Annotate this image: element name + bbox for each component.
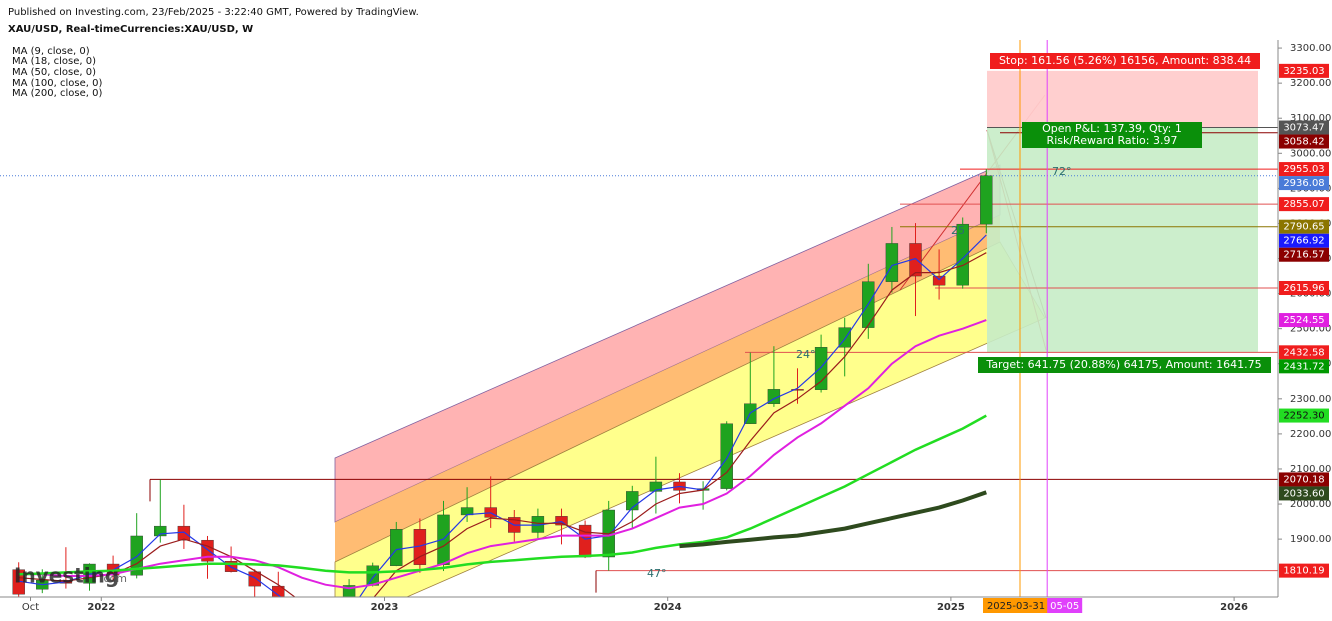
stop-box: [990, 53, 1260, 69]
price-label-box: [1279, 408, 1329, 423]
price-label-box: [1279, 280, 1329, 295]
stop-zone: [987, 70, 1258, 128]
ma-legend: MA (9, close, 0): [12, 46, 90, 57]
moving-average: [18, 319, 987, 590]
candle-body: [956, 223, 969, 286]
price-label-box: [1279, 197, 1329, 212]
watermark: Investing: [14, 564, 119, 588]
symbol-title: XAU/USD, Real-timeCurrencies:XAU/USD, W: [8, 24, 253, 35]
candle-body: [296, 605, 308, 617]
price-label-box: [1279, 162, 1329, 177]
price-label-box: [1279, 359, 1329, 374]
x-tick-label: 2025: [937, 602, 965, 613]
channel-middle: [335, 215, 1000, 562]
price-label: 1810.19: [1283, 566, 1324, 577]
angle-label: 25: [951, 224, 965, 237]
price-label-box: [1279, 486, 1329, 501]
price-label-box: [1279, 120, 1329, 135]
price-label: 2431.72: [1283, 361, 1324, 372]
date-marker-label: 05-05: [1050, 601, 1079, 612]
price-label: 2936.08: [1283, 178, 1324, 189]
candle-body: [720, 423, 733, 489]
stop-label: Stop: 161.56 (5.26%) 16156, Amount: 838.…: [999, 54, 1251, 67]
candle-body: [578, 524, 592, 558]
price-label: 2790.65: [1283, 222, 1324, 233]
candle-body: [555, 516, 568, 526]
angle-label: 24°: [796, 348, 816, 361]
price-label-box: [1279, 345, 1329, 360]
price-label-box: [1279, 63, 1329, 78]
ma-legend: MA (50, close, 0): [12, 67, 96, 78]
candle-body: [390, 529, 403, 566]
y-tick-label: 2100.00: [1290, 464, 1331, 475]
y-tick-label: 3200.00: [1290, 78, 1331, 89]
ma-legend: MA (200, close, 0): [12, 88, 102, 99]
candle-body: [814, 347, 828, 390]
candle-body: [154, 525, 167, 537]
price-label: 2955.03: [1283, 164, 1324, 175]
ma-legend: MA (18, close, 0): [12, 56, 96, 67]
price-label: 3073.47: [1283, 123, 1324, 134]
y-tick-label: 3300.00: [1290, 43, 1331, 54]
target-label: Target: 641.75 (20.88%) 64175, Amount: 1…: [985, 358, 1261, 371]
candle-body: [885, 243, 899, 282]
y-tick-label: 2300.00: [1290, 394, 1331, 405]
candle-body: [932, 275, 946, 286]
price-label: 2524.55: [1283, 315, 1324, 326]
price-label-box: [1279, 313, 1329, 328]
price-label: 3235.03: [1283, 66, 1324, 77]
price-label-box: [1279, 219, 1329, 234]
pnl-label: Open P&L: 137.39, Qty: 1: [1042, 122, 1182, 135]
price-label: 2615.96: [1283, 283, 1324, 294]
moving-average: [679, 490, 987, 549]
price-label: 2432.58: [1283, 347, 1324, 358]
angle-label: 47°: [647, 567, 667, 580]
y-tick-label: 3000.00: [1290, 148, 1331, 159]
candle-body: [791, 389, 804, 391]
price-label: 2070.18: [1283, 474, 1324, 485]
price-label: 2033.60: [1283, 488, 1324, 499]
candle-body: [177, 525, 191, 541]
x-tick-label: 2024: [654, 602, 682, 613]
target-zone: [987, 127, 1258, 353]
price-label-box: [1279, 247, 1329, 262]
candle-body: [342, 585, 356, 597]
x-tick-label: 2022: [87, 602, 115, 613]
x-tick-label: 2023: [371, 602, 399, 613]
y-tick-label: 2200.00: [1290, 429, 1331, 440]
price-label: 2716.57: [1283, 250, 1324, 261]
moving-average: [18, 414, 987, 576]
price-label-box: [1279, 233, 1329, 248]
date-marker-label: 2025-03-31: [987, 601, 1045, 612]
candle-body: [649, 481, 663, 492]
price-label: 3058.42: [1283, 137, 1324, 148]
pnl-box: [1022, 122, 1202, 148]
candle-body: [980, 175, 993, 225]
y-tick-label: 1900.00: [1290, 534, 1331, 545]
x-tick-label: Oct: [22, 602, 39, 613]
moving-average: [18, 252, 987, 597]
price-label: 2766.92: [1283, 236, 1324, 247]
y-tick-label: 2000.00: [1290, 499, 1331, 510]
target-box: [978, 357, 1271, 373]
price-label: 2855.07: [1283, 199, 1324, 210]
angle-label: 72°: [1052, 165, 1072, 178]
ma-legend: MA (100, close, 0): [12, 78, 102, 89]
date-marker-box: [983, 598, 1050, 613]
candle-body: [272, 585, 285, 597]
price-label-box: [1279, 176, 1329, 191]
y-tick-label: 3100.00: [1290, 113, 1331, 124]
watermark: .com: [100, 572, 127, 585]
x-tick-label: 2026: [1220, 602, 1248, 613]
price-label-box: [1279, 472, 1329, 487]
risk-reward-label: Risk/Reward Ratio: 3.97: [1047, 134, 1178, 147]
price-label-box: [1279, 563, 1329, 578]
y-tick-label: 2500.00: [1290, 324, 1331, 335]
published-note: Published on Investing.com, 23/Feb/2025 …: [8, 7, 419, 18]
date-marker-box: [1047, 598, 1083, 613]
price-label: 2252.30: [1283, 411, 1324, 422]
candle-body: [248, 571, 261, 587]
price-label-box: [1279, 134, 1329, 149]
